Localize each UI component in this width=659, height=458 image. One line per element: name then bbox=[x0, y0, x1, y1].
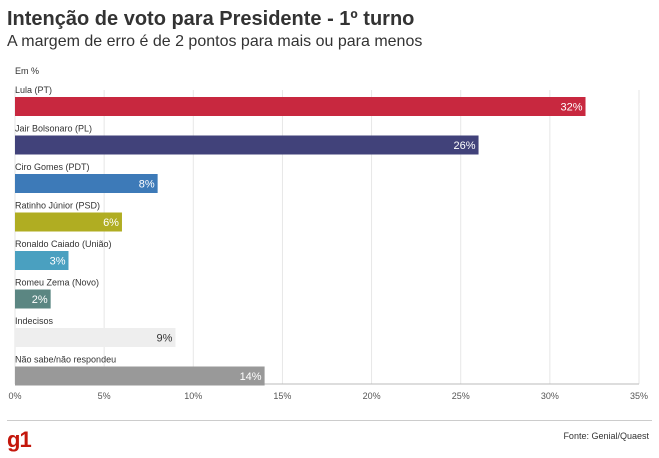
bar bbox=[15, 328, 176, 347]
bar bbox=[15, 289, 51, 309]
data-label: 26% bbox=[454, 140, 476, 152]
category-label: Romeu Zema (Novo) bbox=[15, 278, 99, 288]
category-label: Ronaldo Caiado (União) bbox=[15, 239, 112, 249]
x-tick-label: 0% bbox=[8, 391, 21, 401]
category-label: Ciro Gomes (PDT) bbox=[15, 162, 90, 172]
footer-divider bbox=[7, 420, 652, 421]
g1-logo: g1 bbox=[7, 427, 32, 452]
bar bbox=[15, 135, 479, 155]
category-label: Não sabe/não respondeu bbox=[15, 355, 116, 365]
unit-label: Em % bbox=[15, 66, 40, 76]
x-tick-label: 10% bbox=[184, 391, 202, 401]
data-label: 14% bbox=[240, 371, 262, 383]
x-tick-label: 15% bbox=[273, 391, 291, 401]
category-label: Jair Bolsonaro (PL) bbox=[15, 124, 92, 134]
data-label: 2% bbox=[32, 294, 48, 306]
bar bbox=[15, 366, 265, 386]
x-tick-label: 35% bbox=[630, 391, 648, 401]
category-label: Indecisos bbox=[15, 316, 54, 326]
data-label: 32% bbox=[560, 102, 582, 114]
x-tick-label: 30% bbox=[541, 391, 559, 401]
bar bbox=[15, 174, 158, 193]
x-tick-label: 5% bbox=[98, 391, 111, 401]
data-label: 8% bbox=[139, 179, 155, 191]
source-note: Fonte: Genial/Quaest bbox=[563, 431, 649, 441]
bar bbox=[15, 212, 122, 232]
data-label: 3% bbox=[50, 256, 66, 268]
bar bbox=[15, 97, 586, 116]
x-tick-label: 25% bbox=[452, 391, 470, 401]
x-tick-label: 20% bbox=[363, 391, 381, 401]
category-label: Lula (PT) bbox=[15, 85, 52, 95]
category-label: Ratinho Júnior (PSD) bbox=[15, 201, 100, 211]
data-label: 9% bbox=[157, 333, 173, 345]
chart-title: Intenção de voto para Presidente - 1º tu… bbox=[7, 8, 415, 30]
chart-subtitle: A margem de erro é de 2 pontos para mais… bbox=[7, 33, 423, 50]
data-label: 6% bbox=[103, 217, 119, 229]
bar bbox=[15, 251, 69, 270]
